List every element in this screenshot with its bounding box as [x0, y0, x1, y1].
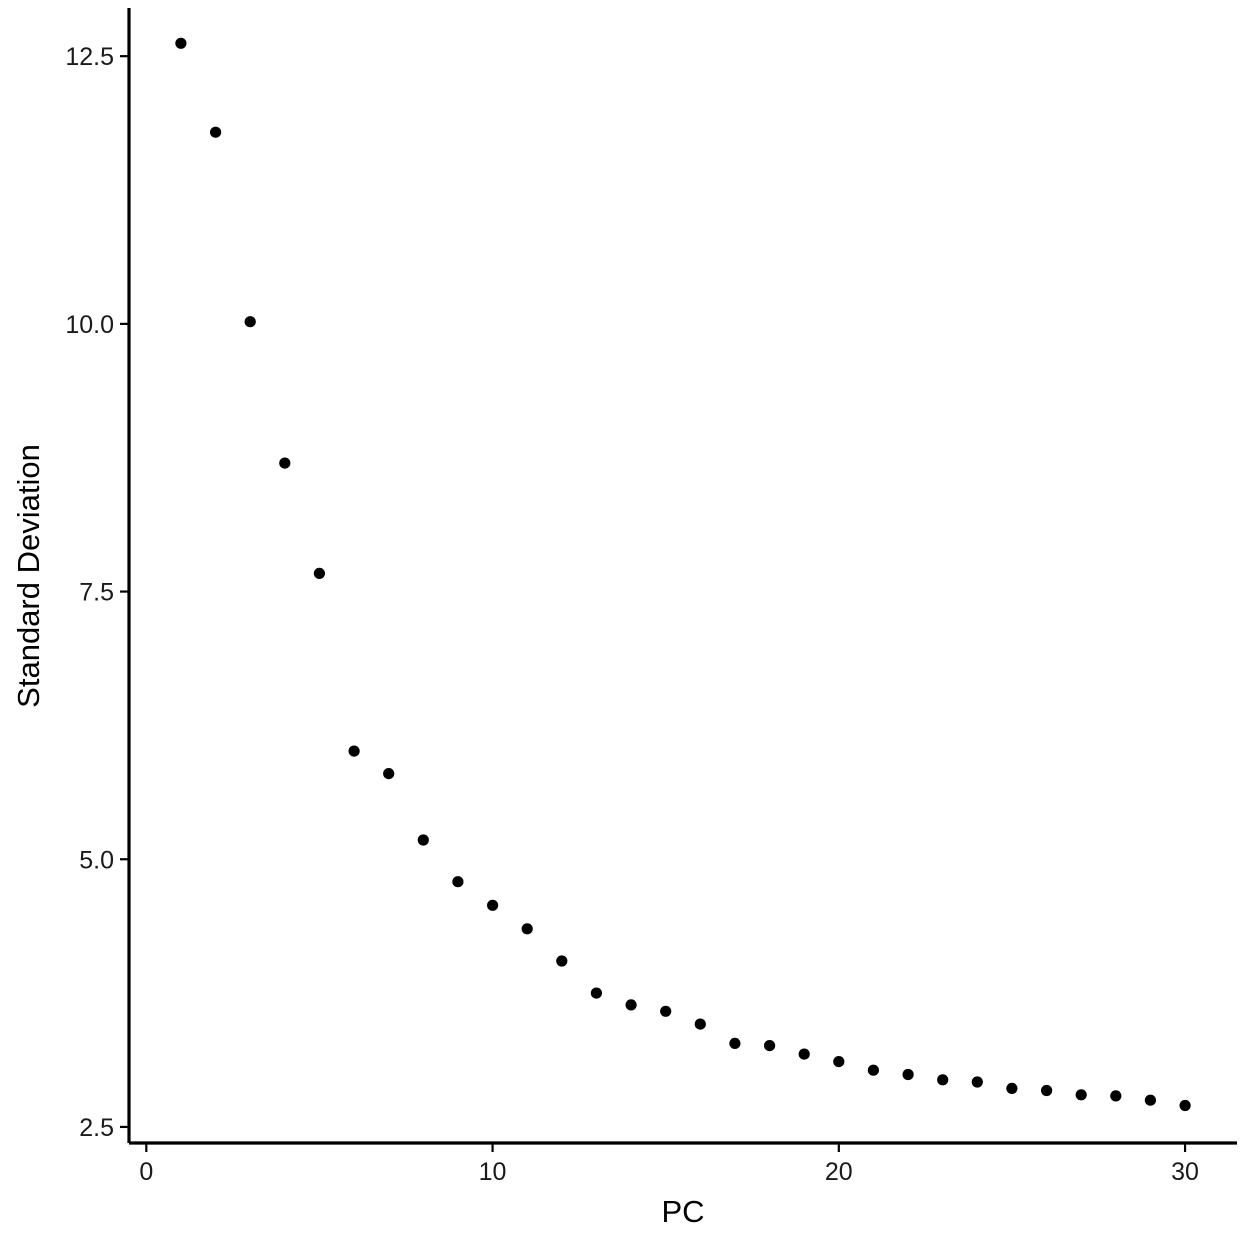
x-axis-title: PC	[661, 1194, 704, 1229]
data-point	[971, 1076, 983, 1088]
y-tick-label: 12.5	[65, 43, 114, 71]
x-axis: 0 10 20 30	[129, 1141, 1237, 1186]
data-point	[487, 899, 499, 911]
y-axis: 2.5 5.0 7.5 10.0 12.5	[65, 8, 131, 1143]
y-tick-label: 5.0	[79, 846, 114, 874]
x-tick-label: 0	[139, 1158, 153, 1186]
data-point	[417, 834, 429, 846]
data-point	[521, 923, 533, 935]
x-tick-label: 30	[1171, 1158, 1199, 1186]
data-point	[1110, 1090, 1122, 1102]
data-point	[694, 1018, 706, 1030]
data-point	[1179, 1099, 1191, 1112]
data-point	[175, 37, 187, 49]
data-point	[1006, 1082, 1018, 1094]
y-tick-label: 7.5	[79, 579, 114, 607]
x-tick-label: 20	[825, 1158, 853, 1186]
data-point	[452, 876, 464, 888]
data-point	[764, 1040, 776, 1052]
data-point	[833, 1056, 845, 1068]
data-point	[1075, 1089, 1087, 1101]
data-point	[1041, 1084, 1053, 1097]
data-point	[313, 567, 325, 580]
data-point	[244, 316, 256, 328]
y-axis-title: Standard Deviation	[11, 444, 46, 708]
data-point	[383, 768, 395, 780]
data-point	[729, 1037, 741, 1049]
data-point	[798, 1048, 810, 1060]
data-point	[590, 987, 603, 999]
data-point	[937, 1074, 949, 1086]
data-point	[902, 1068, 914, 1081]
y-tick-label: 10.0	[65, 311, 114, 339]
data-point	[1144, 1094, 1156, 1106]
points-layer	[175, 37, 1191, 1112]
y-tick-label: 2.5	[79, 1114, 114, 1142]
data-point	[279, 457, 291, 469]
x-tick-label: 10	[479, 1158, 507, 1186]
data-point	[660, 1005, 672, 1017]
data-point	[625, 999, 637, 1011]
data-point	[867, 1064, 880, 1076]
data-point	[348, 745, 360, 757]
data-point	[556, 955, 568, 967]
data-point	[210, 126, 222, 138]
